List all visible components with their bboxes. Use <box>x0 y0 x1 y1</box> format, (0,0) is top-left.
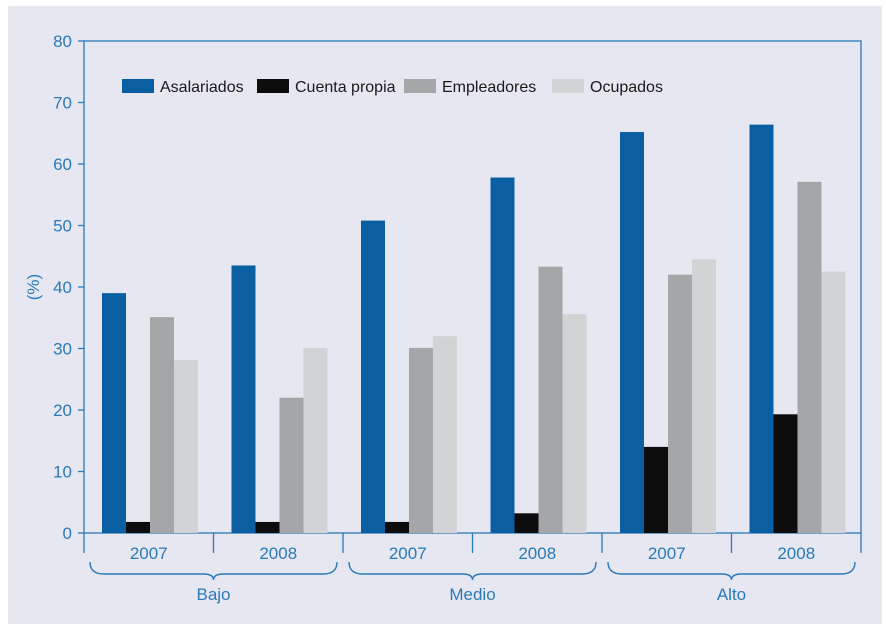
bar-asalariados <box>749 124 774 533</box>
y-tick-label: 50 <box>53 217 72 236</box>
bar-asalariados <box>231 265 256 533</box>
y-tick-label: 80 <box>53 32 72 51</box>
bar-ocupados <box>174 360 198 533</box>
y-axis-label: (%) <box>24 274 43 300</box>
bar-cuenta-propia <box>255 521 280 533</box>
bar-empleadores <box>279 397 304 533</box>
legend-label: Cuenta propia <box>295 79 396 96</box>
bar-empleadores <box>668 274 692 533</box>
legend-label: Asalariados <box>160 79 244 96</box>
bar-asalariados <box>361 220 385 533</box>
bar-ocupados <box>692 259 716 533</box>
legend-swatch-asalariados <box>122 79 154 93</box>
x-year-label: 2007 <box>648 544 686 563</box>
legend-swatch-ocupados <box>552 79 584 93</box>
bar-cuenta-propia <box>773 414 798 533</box>
x-year-label: 2008 <box>518 544 556 563</box>
bar-cuenta-propia <box>514 513 539 533</box>
bar-empleadores <box>538 266 563 533</box>
bar-empleadores <box>150 317 174 533</box>
legend-swatch-cuenta-propia <box>257 79 289 93</box>
bar-ocupados <box>821 271 846 533</box>
y-tick-label: 20 <box>53 401 72 420</box>
bar-ocupados <box>303 347 328 533</box>
bar-cuenta-propia <box>385 521 409 533</box>
x-group-label: Bajo <box>196 585 230 604</box>
x-year-label: 2007 <box>130 544 168 563</box>
y-tick-label: 30 <box>53 340 72 359</box>
bar-empleadores <box>797 181 822 533</box>
legend-label: Empleadores <box>442 79 536 96</box>
x-year-label: 2007 <box>389 544 427 563</box>
bar-empleadores <box>409 347 433 533</box>
x-group-label: Alto <box>717 585 746 604</box>
y-tick-label: 70 <box>53 94 72 113</box>
bar-asalariados <box>102 293 126 533</box>
group-brace <box>348 561 597 581</box>
bar-asalariados <box>490 177 515 533</box>
y-tick-label: 60 <box>53 155 72 174</box>
y-tick-label: 40 <box>53 278 72 297</box>
plot-frame <box>83 40 862 534</box>
legend-swatch-empleadores <box>404 79 436 93</box>
x-group-label: Medio <box>449 585 495 604</box>
legend-label: Ocupados <box>590 79 663 96</box>
bar-asalariados <box>620 132 644 533</box>
x-year-label: 2008 <box>777 544 815 563</box>
group-brace <box>607 561 856 581</box>
y-tick-label: 10 <box>53 463 72 482</box>
x-year-label: 2008 <box>259 544 297 563</box>
bar-cuenta-propia <box>644 446 668 533</box>
bar-ocupados <box>562 314 587 533</box>
bar-ocupados <box>433 336 457 533</box>
group-brace <box>89 561 338 581</box>
y-tick-label: 0 <box>63 524 72 543</box>
bar-cuenta-propia <box>126 521 150 533</box>
